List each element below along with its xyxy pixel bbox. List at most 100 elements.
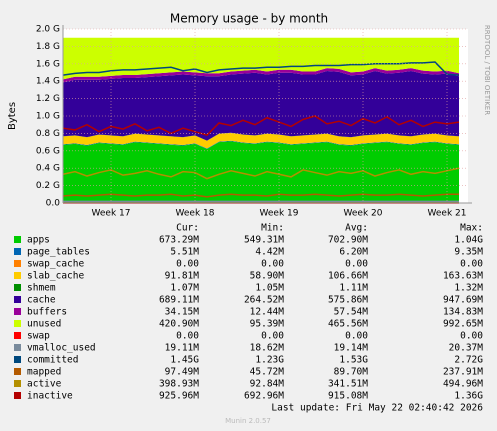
x-tick-label: Week 17: [92, 209, 131, 219]
y-tick-label: 1.8 G: [36, 42, 60, 52]
legend-value: 91.81M: [165, 271, 200, 282]
legend-value: 6.20M: [339, 247, 368, 258]
legend-value: 34.15M: [165, 307, 200, 318]
legend-value: 19.11M: [165, 343, 200, 354]
legend-swatch: [14, 368, 21, 375]
legend-value: 0.00: [345, 331, 368, 342]
legend-value: 95.39M: [250, 319, 285, 330]
legend-header: Cur:: [176, 223, 199, 234]
y-tick-label: 1.2 G: [36, 94, 60, 104]
x-tick-label: Week 18: [176, 209, 215, 219]
legend-label: active: [27, 379, 62, 390]
legend-value: 97.49M: [165, 367, 200, 378]
legend-value: 915.08M: [328, 391, 368, 402]
legend-label: cache: [27, 295, 56, 306]
legend-label: swap: [27, 331, 50, 342]
legend-swatch: [14, 380, 21, 387]
legend-value: 1.53G: [339, 355, 368, 366]
plot: 0.0 0.2 G 0.4 G 0.6 G 0.8 G 1.0 G 1.2 G 1.4 G 1.…: [36, 25, 472, 219]
legend-label: committed: [27, 355, 78, 366]
legend-value: 420.90M: [159, 319, 199, 330]
legend-swatch: [14, 272, 21, 279]
legend-swatch: [14, 392, 21, 399]
legend-value: 494.96M: [443, 379, 483, 390]
last-update: Last update: Fri May 22 02:40:42 2026: [271, 403, 483, 414]
legend-value: 58.90M: [250, 271, 285, 282]
legend-value: 20.37M: [449, 343, 484, 354]
legend-value: 0.00: [176, 259, 199, 270]
legend-value: 0.00: [460, 259, 483, 270]
legend-label: buffers: [27, 307, 67, 318]
x-tick-label: Week 21: [428, 209, 467, 219]
legend-value: 92.84M: [250, 379, 285, 390]
legend-value: 9.35M: [454, 247, 483, 258]
legend-value: 1.45G: [170, 355, 199, 366]
legend-value: 1.05M: [255, 283, 284, 294]
legend-value: 689.11M: [159, 295, 199, 306]
area: [63, 132, 459, 149]
side-text: RRDTOOL / TOBI OETIKER: [483, 25, 491, 115]
legend-label: inactive: [27, 391, 73, 402]
legend-value: 45.72M: [250, 367, 285, 378]
legend-value: 1.32M: [454, 283, 483, 294]
y-tick-label: 1.0 G: [36, 112, 60, 122]
legend-header: Max:: [460, 223, 483, 234]
legend-value: 692.96M: [244, 391, 284, 402]
legend-value: 0.00: [460, 331, 483, 342]
legend-label: slab_cache: [27, 271, 84, 282]
legend-value: 2.72G: [454, 355, 483, 366]
legend-value: 947.69M: [443, 295, 483, 306]
x-tick-label: Week 19: [260, 209, 299, 219]
legend-value: 0.00: [261, 259, 284, 270]
area: [63, 68, 459, 83]
legend-swatch: [14, 260, 21, 267]
y-tick-label: 0.2 G: [36, 181, 60, 191]
area: [63, 37, 459, 80]
legend-swatch: [14, 332, 21, 339]
legend-label: unused: [27, 319, 61, 330]
legend-value: 0.00: [345, 259, 368, 270]
legend-value: 465.56M: [328, 319, 368, 330]
legend-value: 549.31M: [244, 235, 284, 246]
legend-value: 89.70M: [334, 367, 369, 378]
legend-value: 1.23G: [255, 355, 284, 366]
line: [62, 193, 459, 198]
legend-label: vmalloc_used: [27, 343, 96, 354]
legend-label: apps: [27, 235, 50, 246]
legend-value: 19.14M: [334, 343, 369, 354]
legend: Cur: Min: Avg: Max: apps 673.29M 549.31M 702.90…: [14, 223, 483, 402]
chart-title: Memory usage - by month: [170, 12, 328, 26]
legend-value: 702.90M: [328, 235, 368, 246]
line: [62, 115, 460, 136]
legend-swatch: [14, 356, 21, 363]
area: [63, 71, 459, 141]
legend-label: swap_cache: [27, 259, 84, 270]
legend-value: 341.51M: [328, 379, 368, 390]
legend-value: 5.51M: [170, 247, 199, 258]
version: Munin 2.0.57: [225, 417, 271, 425]
legend-header: Min:: [261, 223, 284, 234]
legend-value: 992.65M: [443, 319, 483, 330]
legend-value: 134.83M: [443, 307, 483, 318]
legend-value: 237.91M: [443, 367, 483, 378]
legend-value: 1.11M: [339, 283, 368, 294]
y-tick-label: 1.6 G: [36, 59, 60, 69]
legend-swatch: [14, 320, 21, 327]
y-tick-label: 0.0: [46, 199, 61, 209]
legend-value: 673.29M: [159, 235, 199, 246]
legend-label: mapped: [27, 367, 61, 378]
legend-value: 1.07M: [170, 283, 199, 294]
legend-value: 163.63M: [443, 271, 483, 282]
legend-swatch: [14, 248, 21, 255]
y-tick-label: 0.4 G: [36, 164, 60, 174]
x-tick-label: Week 20: [344, 209, 383, 219]
legend-value: 57.54M: [334, 307, 369, 318]
legend-label: page_tables: [27, 247, 90, 258]
legend-value: 18.62M: [250, 343, 285, 354]
legend-value: 1.04G: [454, 235, 483, 246]
y-tick-label: 1.4 G: [36, 77, 60, 87]
legend-value: 575.86M: [328, 295, 368, 306]
line: [62, 167, 460, 180]
